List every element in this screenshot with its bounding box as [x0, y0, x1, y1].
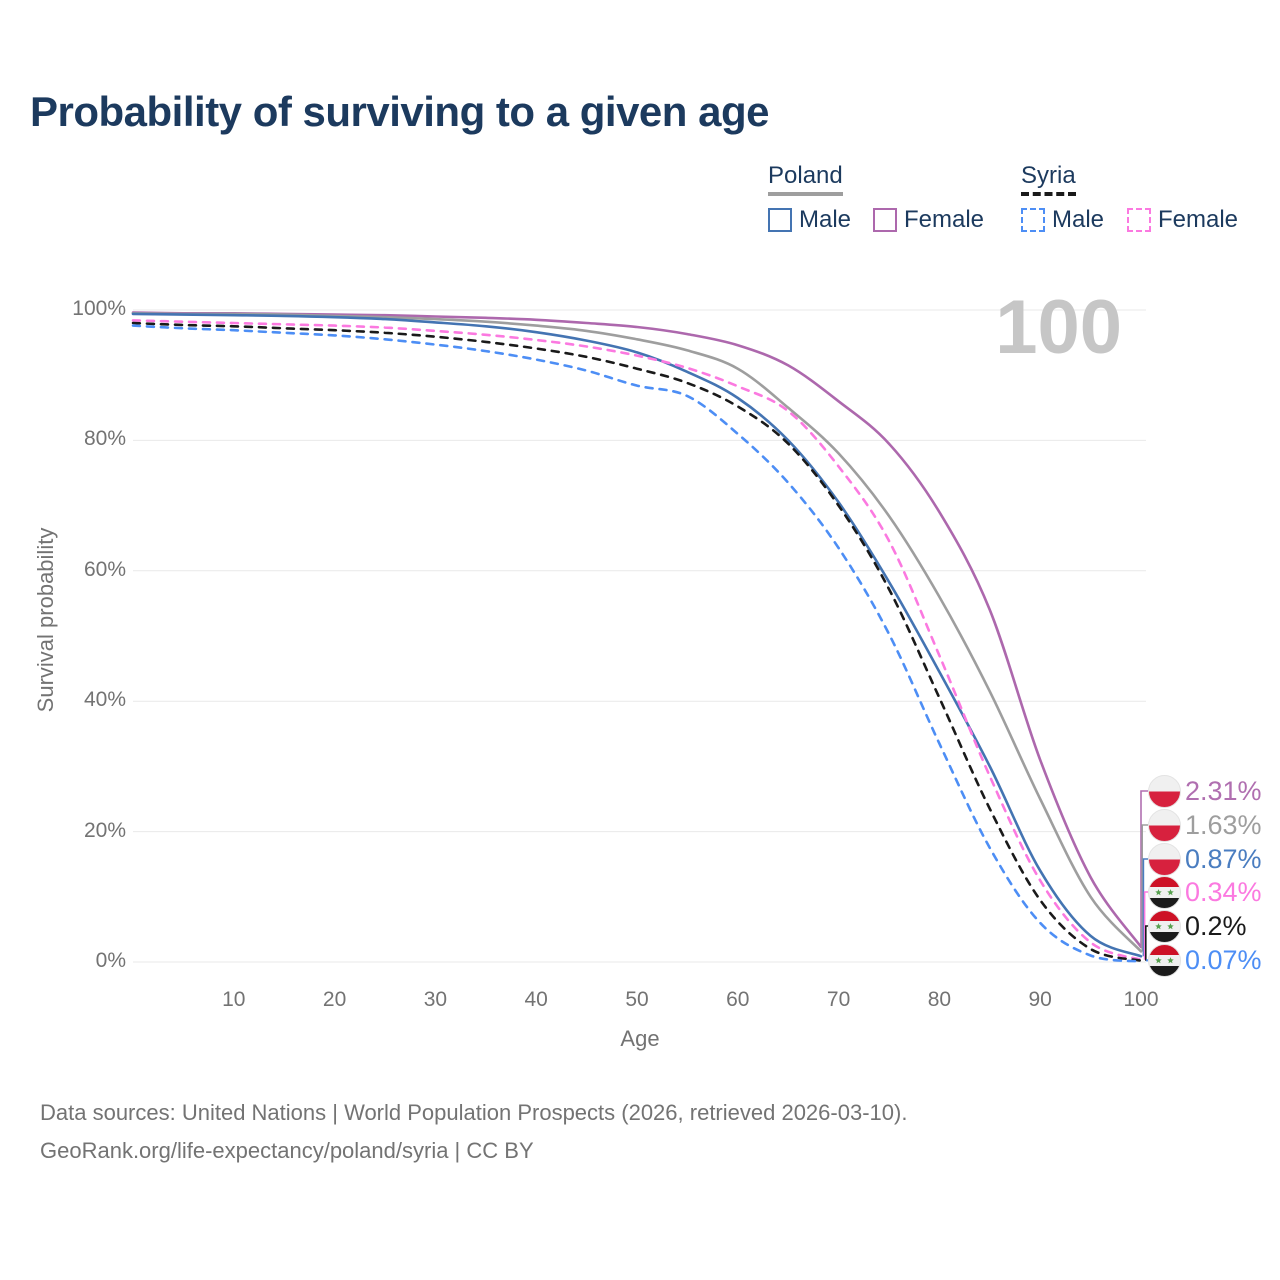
legend-label: Female	[904, 206, 985, 233]
footer-attribution: GeoRank.org/life-expectancy/poland/syria…	[40, 1138, 534, 1163]
y-tick-label: 20%	[83, 818, 126, 842]
poland-flag-icon	[1148, 842, 1181, 876]
x-tick-label: 10	[222, 988, 246, 1011]
poland-flag-icon	[1148, 774, 1181, 808]
legend-label: Male	[1052, 206, 1105, 233]
x-tick-label: 100	[1123, 988, 1159, 1011]
page-title: Probability of surviving to a given age	[30, 88, 769, 135]
series-line-syria[interactable]	[131, 321, 1143, 962]
legend-header-syria[interactable]: Syria	[1021, 162, 1076, 196]
series-line-poland[interactable]	[131, 312, 1143, 953]
end-label-poland-male: 0.87%	[1148, 842, 1262, 876]
x-tick-label: 80	[927, 988, 952, 1011]
x-tick-label: 60	[726, 988, 750, 1011]
legend-item-poland-male[interactable]: Male	[768, 206, 851, 234]
syria-flag-icon	[1148, 909, 1181, 943]
x-tick-label: 90	[1028, 988, 1052, 1011]
legend-item-poland-female[interactable]: Female	[873, 206, 984, 234]
y-tick-label: 60%	[83, 557, 126, 581]
syria-flag-icon	[1148, 875, 1181, 909]
x-tick-label: 30	[423, 988, 448, 1011]
x-tick-label: 40	[524, 988, 548, 1011]
legend-label: Male	[799, 206, 852, 233]
series-line-poland-female[interactable]	[131, 311, 1143, 949]
age-counter-watermark: 100	[995, 285, 1122, 370]
syria-male-swatch-icon	[1021, 208, 1045, 232]
y-tick-label: 40%	[83, 688, 126, 712]
footer-sources: Data sources: United Nations | World Pop…	[40, 1100, 908, 1125]
series-line-syria-male[interactable]	[131, 324, 1143, 963]
end-label-syria-female: 0.34%	[1148, 875, 1262, 909]
end-label-syria: 0.2%	[1148, 909, 1247, 943]
legend: Poland Syria Male Female Male Female	[766, 162, 1280, 240]
syria-flag-icon	[1148, 943, 1181, 977]
end-value: 0.2%	[1185, 910, 1247, 941]
end-label-poland-female: 2.31%	[1148, 774, 1262, 808]
y-tick-label: 100%	[72, 297, 126, 320]
y-tick-label: 0%	[95, 949, 126, 972]
legend-header-poland[interactable]: Poland	[768, 162, 843, 196]
x-tick-label: 70	[826, 988, 851, 1011]
legend-item-syria-male[interactable]: Male	[1021, 206, 1104, 234]
legend-item-syria-female[interactable]: Female	[1127, 206, 1238, 234]
end-label-syria-male: 0.07%	[1148, 943, 1262, 977]
footer: Data sources: United Nations | World Pop…	[40, 1094, 907, 1170]
x-axis-title: Age	[620, 1026, 660, 1051]
series-line-poland-male[interactable]	[131, 312, 1143, 958]
end-value: 2.31%	[1185, 775, 1262, 806]
series-line-syria-female[interactable]	[131, 319, 1143, 962]
x-tick-label: 50	[625, 988, 649, 1011]
y-tick-label: 80%	[83, 427, 126, 451]
end-label-poland: 1.63%	[1148, 808, 1262, 842]
x-tick-label: 20	[322, 988, 347, 1011]
syria-female-swatch-icon	[1127, 208, 1151, 232]
end-value: 0.34%	[1185, 876, 1262, 907]
poland-flag-icon	[1148, 808, 1181, 842]
poland-male-swatch-icon	[768, 208, 792, 232]
poland-female-swatch-icon	[873, 208, 897, 232]
legend-label: Female	[1158, 206, 1239, 233]
end-value: 1.63%	[1185, 809, 1262, 840]
end-value: 0.07%	[1185, 944, 1262, 975]
end-value: 0.87%	[1185, 843, 1262, 874]
